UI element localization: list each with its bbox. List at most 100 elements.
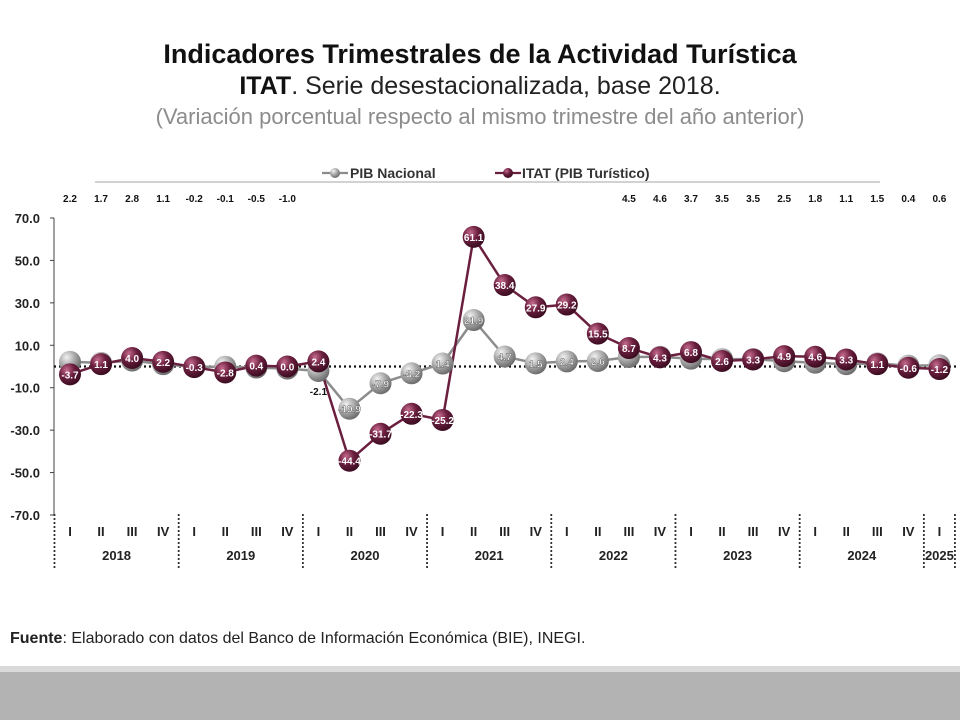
- series-1-point: [493, 274, 516, 297]
- pib-data-label: -1.0: [279, 194, 297, 205]
- itat-data-label: 4.6: [808, 353, 822, 364]
- itat-data-label: 4.3: [653, 353, 667, 364]
- itat-data-label: -44.4: [338, 457, 361, 468]
- source-note: Fuente: Elaborado con datos del Banco de…: [10, 630, 585, 648]
- pib-data-label: -7.9: [372, 379, 390, 390]
- year-label: 2021: [475, 548, 504, 563]
- series-1-point: [245, 354, 268, 377]
- chart-subtitle: ITAT. Serie desestacionalizada, base 201…: [0, 70, 960, 102]
- year-label: 2024: [847, 548, 877, 563]
- itat-data-label: 6.8: [684, 348, 698, 359]
- pib-data-label: 1.8: [808, 194, 822, 205]
- itat-data-label: -25.2: [431, 416, 454, 427]
- y-tick-label: -10.0: [10, 381, 40, 396]
- pib-data-label: -3.2: [403, 369, 421, 380]
- quarter-label: I: [689, 524, 693, 539]
- chart-note: (Variación porcentual respecto al mismo …: [155, 104, 805, 129]
- quarter-label: II: [346, 524, 353, 539]
- series-1-point: [183, 356, 206, 379]
- series-0-point: [462, 309, 485, 332]
- quarter-label: I: [192, 524, 196, 539]
- series-0-point: [586, 349, 609, 372]
- series-1-point: [555, 293, 578, 316]
- y-tick-label: -30.0: [10, 423, 40, 438]
- series-1-point: [214, 361, 237, 384]
- pib-data-label: 0.6: [932, 194, 946, 205]
- itat-data-label: -1.2: [931, 365, 949, 376]
- quarter-label: IV: [902, 524, 915, 539]
- y-tick-label: 30.0: [15, 296, 40, 311]
- itat-data-label: 3.3: [839, 355, 853, 366]
- quarter-label: III: [872, 524, 883, 539]
- legend-marker-0: [330, 168, 340, 178]
- itat-data-label: -22.3: [400, 410, 423, 421]
- quarter-label: IV: [778, 524, 791, 539]
- pib-data-label: 2.6: [591, 357, 605, 368]
- quarter-label: IV: [157, 524, 170, 539]
- itat-data-label: -31.7: [369, 430, 392, 441]
- quarter-label: III: [499, 524, 510, 539]
- itat-data-label: 38.4: [495, 281, 515, 292]
- itat-data-label: 4.0: [125, 354, 139, 365]
- quarter-label: IV: [281, 524, 294, 539]
- subtitle-rest: . Serie desestacionalizada, base 2018.: [291, 72, 721, 100]
- quarter-label: II: [843, 524, 850, 539]
- itat-data-label: -0.6: [900, 364, 918, 375]
- pib-data-label: 2.5: [777, 194, 791, 205]
- series-1-point: [59, 363, 81, 386]
- pib-data-label: 21.9: [464, 316, 484, 327]
- pib-data-label: 1.5: [870, 194, 884, 205]
- itat-data-label: 29.2: [557, 301, 577, 312]
- series-0-point: [369, 372, 392, 395]
- quarter-label: III: [375, 524, 386, 539]
- series-1-point: [121, 347, 144, 370]
- series-1-point: [835, 348, 858, 371]
- series-0-point: [555, 350, 578, 373]
- itat-data-label: 4.9: [777, 352, 791, 363]
- pib-data-label: 1.5: [529, 359, 543, 370]
- itat-data-label: -0.3: [186, 363, 204, 374]
- series-0-point: [524, 352, 547, 375]
- pib-data-label: -0.5: [248, 194, 266, 205]
- itat-data-label: 3.3: [746, 355, 760, 366]
- pib-data-label: -0.1: [217, 194, 235, 205]
- quarter-label: I: [68, 524, 72, 539]
- itat-data-label: 8.7: [622, 344, 636, 355]
- quarter-label: IV: [405, 524, 418, 539]
- series-0-point: [493, 345, 516, 368]
- itat-data-label: 27.9: [526, 303, 546, 314]
- pib-data-label: 1.4: [436, 360, 450, 371]
- itat-data-label: 0.0: [280, 363, 294, 374]
- quarter-label: IV: [654, 524, 667, 539]
- series-1-point: [773, 345, 796, 368]
- series-1-point: [338, 449, 361, 472]
- pib-data-label: 4.5: [622, 194, 636, 205]
- pib-data-label: 1.1: [156, 194, 170, 205]
- subtitle-bold: ITAT: [239, 72, 292, 100]
- itat-data-label: -3.7: [61, 370, 79, 381]
- series-1-point: [307, 350, 330, 373]
- bottom-bar: [0, 666, 960, 720]
- legend-label-1: ITAT (PIB Turístico): [522, 165, 650, 181]
- pib-data-label: 1.7: [94, 194, 108, 205]
- pib-data-label: 2.4: [560, 357, 574, 368]
- pib-data-label: 2.8: [125, 194, 139, 205]
- year-label: 2020: [351, 548, 380, 563]
- series-0-point: [338, 397, 361, 420]
- series-1-point: [617, 337, 640, 360]
- quarter-label: II: [594, 524, 601, 539]
- quarter-label: II: [97, 524, 104, 539]
- pib-data-label: 3.7: [684, 194, 698, 205]
- pib-data-label: 3.5: [746, 194, 760, 205]
- y-tick-label: 50.0: [15, 253, 40, 268]
- quarter-label: III: [748, 524, 759, 539]
- series-0-point: [431, 352, 454, 375]
- series-1-point: [524, 296, 547, 319]
- pib-data-label: 2.2: [63, 194, 77, 205]
- quarter-label: I: [317, 524, 321, 539]
- quarter-label: IV: [530, 524, 543, 539]
- pib-data-label: 4.7: [498, 353, 512, 364]
- series-0-point: [400, 362, 423, 385]
- year-label: 2019: [226, 548, 255, 563]
- quarter-label: III: [127, 524, 138, 539]
